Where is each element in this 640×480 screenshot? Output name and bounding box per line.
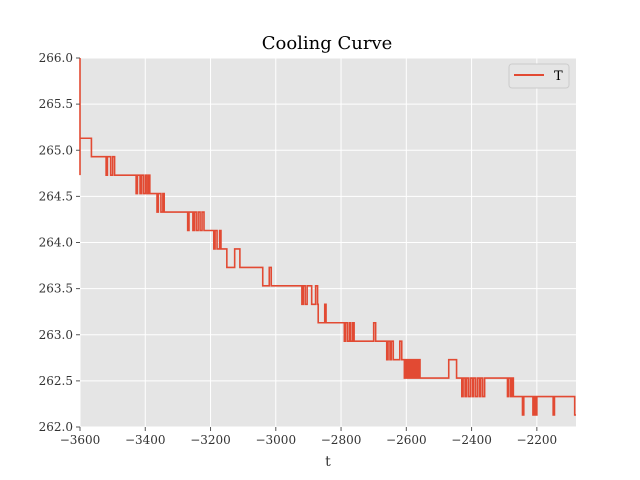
x-tick-label: −2400 bbox=[451, 433, 492, 447]
x-axis: −3600 −3400 −3200 −3000 −2800 −2600 −2400 −2200 bbox=[60, 427, 557, 447]
x-tick-label: −3400 bbox=[125, 433, 166, 447]
y-tick-label: 262.0 bbox=[39, 420, 73, 434]
x-tick-label: −2200 bbox=[517, 433, 558, 447]
x-axis-label: t bbox=[325, 454, 331, 470]
y-axis: 262.0 262.5 263.0 263.5 264.0 264.5 265.0 265.5… bbox=[39, 51, 80, 434]
y-tick-label: 265.0 bbox=[39, 143, 73, 157]
y-tick-label: 262.5 bbox=[39, 374, 73, 388]
y-tick-label: 264.5 bbox=[39, 189, 73, 203]
series-line-T bbox=[79, 58, 576, 416]
y-tick-label: 266.0 bbox=[39, 51, 73, 65]
legend: T bbox=[508, 63, 570, 89]
y-tick-label: 265.5 bbox=[39, 97, 73, 111]
x-tick-label: −3000 bbox=[255, 433, 296, 447]
series-layer bbox=[79, 58, 576, 416]
y-tick-label: 263.0 bbox=[39, 328, 73, 342]
x-tick-label: −2800 bbox=[321, 433, 362, 447]
legend-label-T: T bbox=[554, 69, 563, 84]
y-tick-label: 263.5 bbox=[39, 282, 73, 296]
y-tick-label: 264.0 bbox=[39, 236, 73, 250]
grid-lines bbox=[79, 57, 576, 428]
x-tick-label: −3600 bbox=[60, 433, 101, 447]
x-tick-label: −2600 bbox=[386, 433, 427, 447]
chart-title: Cooling Curve bbox=[262, 33, 393, 54]
x-tick-label: −3200 bbox=[190, 433, 231, 447]
